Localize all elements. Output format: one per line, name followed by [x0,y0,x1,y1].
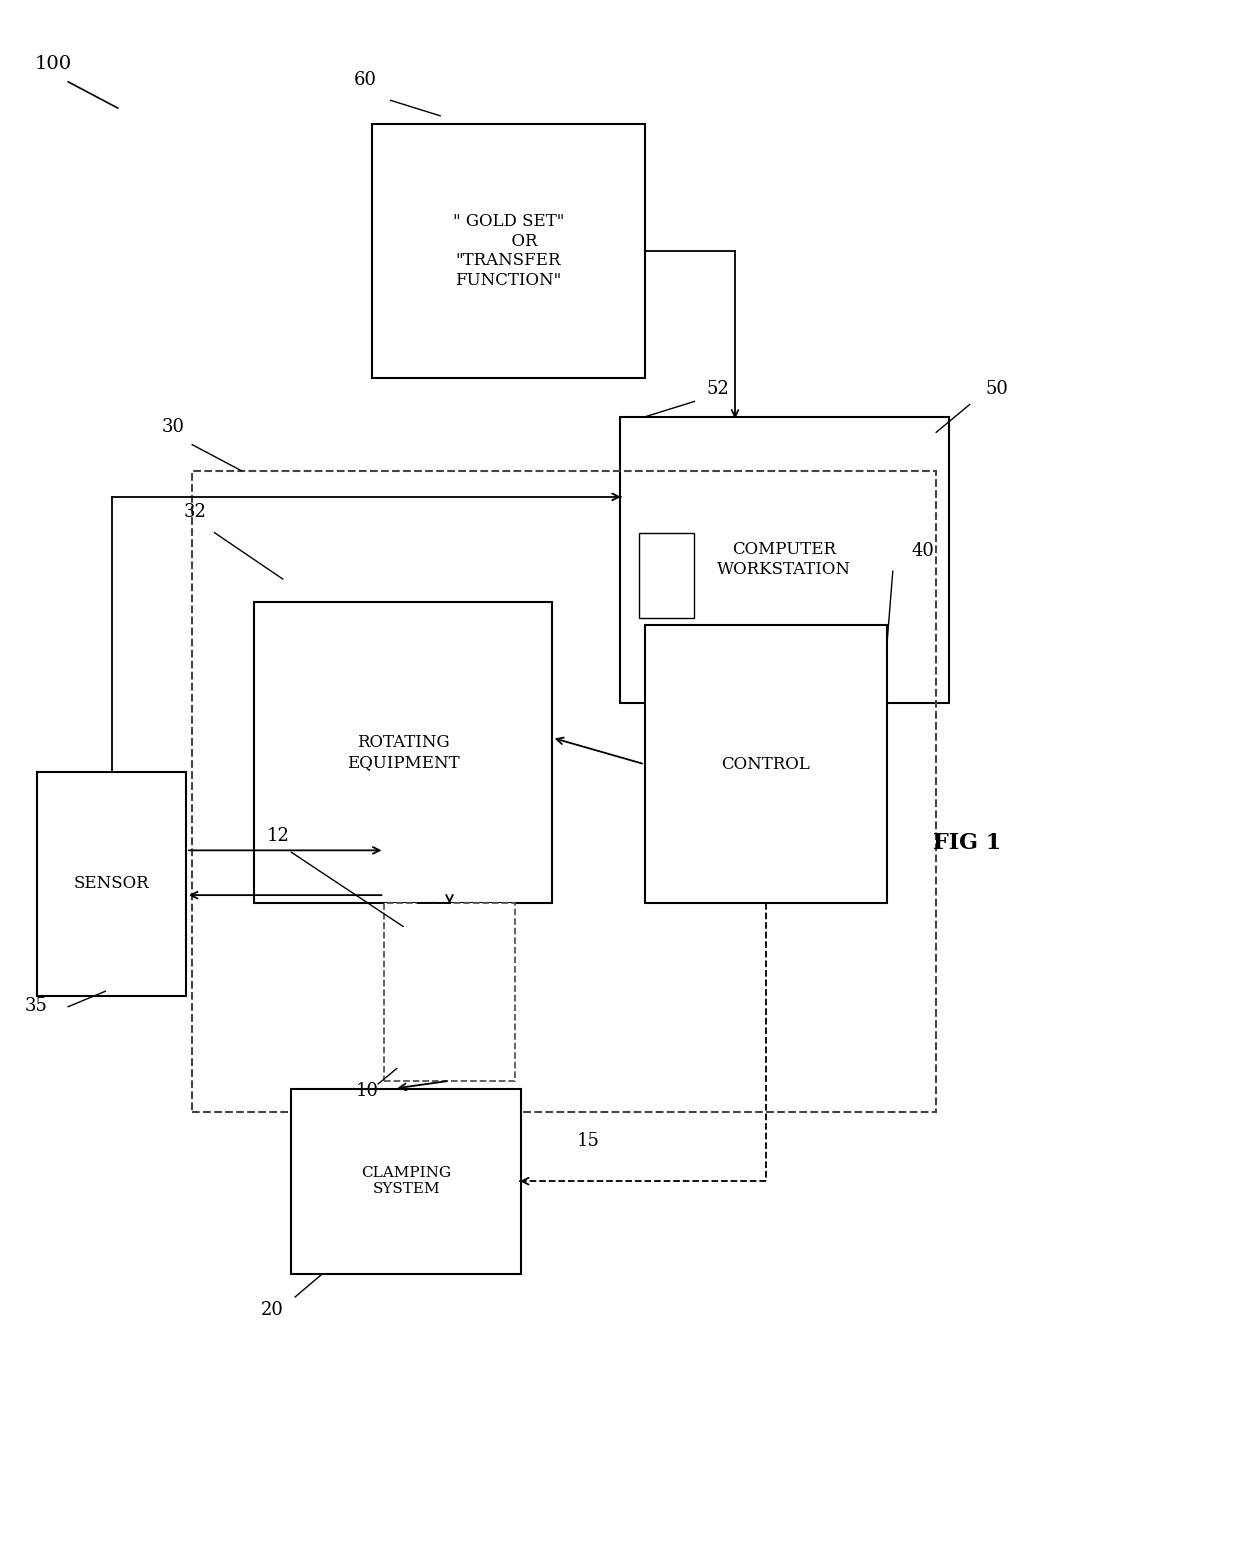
Text: CLAMPING
SYSTEM: CLAMPING SYSTEM [361,1166,451,1197]
Text: " GOLD SET"
      OR
"TRANSFER
FUNCTION": " GOLD SET" OR "TRANSFER FUNCTION" [453,213,564,289]
Bar [639,533,694,618]
Bar [645,625,887,903]
Text: 40: 40 [911,542,934,560]
Text: ROTATING
EQUIPMENT: ROTATING EQUIPMENT [347,735,459,770]
Text: 100: 100 [35,56,72,74]
Text: FIG 1: FIG 1 [932,832,1002,854]
Bar [291,1089,521,1274]
Text: 12: 12 [267,828,289,846]
Bar [620,417,949,703]
Text: 50: 50 [986,380,1008,398]
Bar [37,772,186,996]
Text: 15: 15 [577,1132,599,1150]
Bar [384,903,515,1081]
Text: CONTROL: CONTROL [722,755,810,774]
Text: 35: 35 [25,997,47,1016]
Text: 52: 52 [707,380,729,398]
Text: 10: 10 [356,1082,379,1101]
Text: COMPUTER
WORKSTATION: COMPUTER WORKSTATION [717,542,852,577]
Bar [372,124,645,378]
Text: SENSOR: SENSOR [74,875,149,892]
Bar [192,471,936,1112]
Bar [254,602,552,903]
Text: 32: 32 [184,503,206,522]
Text: 30: 30 [161,418,185,437]
Text: 20: 20 [260,1302,283,1320]
Text: 60: 60 [353,71,377,90]
